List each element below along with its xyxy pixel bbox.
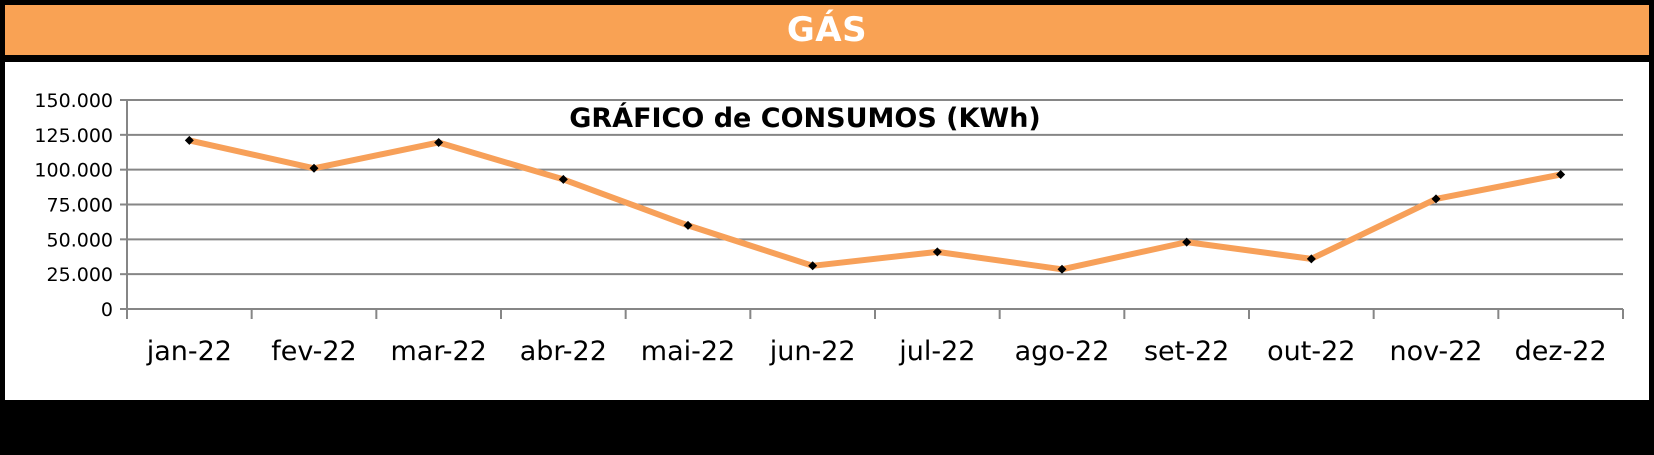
grid-lines xyxy=(127,99,1623,276)
axes xyxy=(120,99,1624,319)
data-point xyxy=(558,174,568,184)
data-point xyxy=(1057,264,1067,274)
x-tick-label: jun-22 xyxy=(769,336,856,367)
y-tick-label: 0 xyxy=(101,299,113,321)
chart-panel: 0 25.000 50.000 75.000 100.000 125.000 150.000… xyxy=(5,62,1649,400)
y-tick-labels: 0 25.000 50.000 75.000 100.000 125.000 150.000 xyxy=(34,90,113,321)
y-tick-label: 50.000 xyxy=(47,229,113,251)
x-tick-label: ago-22 xyxy=(1015,336,1110,367)
x-tick-label: jul-22 xyxy=(898,336,975,367)
data-point xyxy=(309,163,319,173)
data-point xyxy=(683,220,693,230)
data-point xyxy=(434,137,444,147)
line-chart: 0 25.000 50.000 75.000 100.000 125.000 150.000… xyxy=(34,90,1624,367)
data-point xyxy=(1182,237,1192,247)
x-tick-label: abr-22 xyxy=(520,336,607,367)
data-point xyxy=(1306,254,1316,264)
data-point xyxy=(808,261,818,271)
x-tick-label: mai-22 xyxy=(641,336,735,367)
data-point xyxy=(1431,194,1441,204)
y-tick-label: 100.000 xyxy=(34,160,113,182)
y-tick-label: 75.000 xyxy=(47,195,113,217)
y-tick-label: 25.000 xyxy=(47,264,113,286)
data-point xyxy=(184,135,194,145)
x-tick-label: jan-22 xyxy=(146,336,232,367)
x-tick-label: mar-22 xyxy=(391,336,487,367)
x-tick-label: nov-22 xyxy=(1390,336,1483,367)
x-tick-label: dez-22 xyxy=(1515,336,1607,367)
header-banner: GÁS xyxy=(5,5,1649,55)
data-point xyxy=(1556,170,1566,180)
series-consumo xyxy=(184,135,1566,274)
chart-title: GRÁFICO de CONSUMOS (KWh) xyxy=(569,102,1041,134)
y-tick-label: 125.000 xyxy=(34,125,113,147)
series-line xyxy=(186,137,1564,273)
x-tick-labels: jan-22 fev-22 mar-22 abr-22 mai-22 jun-22 jul-… xyxy=(146,336,1607,367)
x-tick-label: fev-22 xyxy=(271,336,356,367)
x-tick-label: set-22 xyxy=(1144,336,1229,367)
data-point xyxy=(932,247,942,257)
x-tick-label: out-22 xyxy=(1267,336,1355,367)
header-title: GÁS xyxy=(786,10,868,50)
y-tick-label: 150.000 xyxy=(34,90,113,112)
